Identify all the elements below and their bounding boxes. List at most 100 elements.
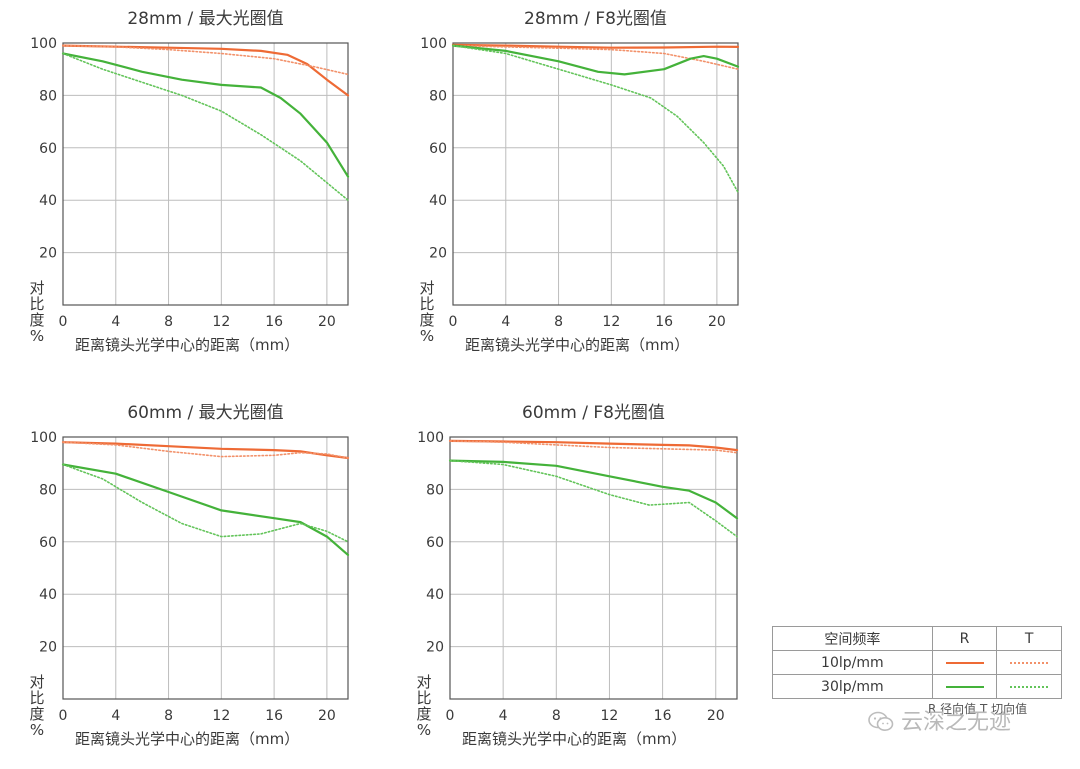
x-tick-label: 0 [449,314,458,330]
y-axis-label: 对比度% [29,673,44,739]
legend-header-frequency: 空间频率 [772,626,933,651]
x-tick-label: 0 [59,314,68,330]
x-tick-label: 12 [212,708,230,724]
y-axis-label-char: % [420,327,434,345]
series-line-green-solid [451,44,740,76]
legend-swatch-30lp-t [996,674,1062,699]
legend-swatch-10lp-r [931,650,998,675]
legend-swatch-30lp-r [931,674,998,699]
x-tick-label: 0 [446,708,455,724]
y-tick-label: 60 [429,141,447,157]
series-line-orange-solid [448,439,739,452]
y-axis-label-char: 比 [29,295,44,313]
x-tick-label: 12 [212,314,230,330]
plot-frame [449,436,738,700]
series-line-orange-dotted [62,44,349,76]
series-line-orange-solid [61,441,350,460]
y-tick-label: 80 [426,482,444,498]
x-tick-label: 16 [265,708,283,724]
x-tick-label: 8 [554,314,563,330]
chart-title: 60mm / 最大光圈值 [127,403,283,423]
y-axis-label-char: 对 [419,279,434,297]
y-axis-label-char: 对 [416,673,431,691]
y-tick-label: 40 [39,193,57,209]
legend-swatch-10lp-t [996,650,1062,675]
x-axis-label: 距离镜头光学中心的距离（mm） [465,336,689,354]
x-tick-label: 20 [318,314,336,330]
legend-row-30lp: 30lp/mm [772,674,1062,699]
chart-title: 28mm / F8光圈值 [524,9,667,29]
y-tick-label: 100 [30,36,57,52]
y-tick-label: 60 [426,535,444,551]
x-tick-label: 20 [318,708,336,724]
y-tick-label: 40 [39,587,57,603]
x-tick-label: 4 [501,314,510,330]
y-axis-label: 对比度% [419,279,434,345]
x-tick-label: 16 [265,314,283,330]
x-tick-label: 20 [707,708,725,724]
legend-header-t: T [996,626,1062,651]
y-tick-label: 40 [426,587,444,603]
y-tick-label: 20 [39,246,57,262]
x-tick-label: 4 [499,708,508,724]
series-line-green-dotted [452,44,739,194]
y-axis-label-char: 对 [29,673,44,691]
y-axis-label-char: 比 [416,689,431,707]
series-line-orange-dotted [452,44,739,70]
y-tick-label: 80 [429,88,447,104]
chart-2: 28mm / F8光圈值 20 40 60 80 100 0 4 8 12 16 20 距离镜头光学中心… [419,9,740,354]
legend-header-r: R [931,626,998,651]
y-tick-label: 80 [39,88,57,104]
y-tick-label: 20 [39,640,57,656]
x-tick-label: 12 [602,314,620,330]
series-line-green-dotted [449,459,738,538]
y-tick-label: 80 [39,482,57,498]
y-axis-label-char: 度 [29,705,44,723]
series-line-orange-solid [451,43,740,49]
series-line-green-solid [448,459,739,520]
legend-label-30lp: 30lp/mm [772,674,933,699]
series-line-orange-dotted [449,440,738,454]
chart-1: 28mm / 最大光圈值 20 40 60 80 100 0 4 8 12 16 20 距离镜头光学中心… [29,9,350,354]
x-axis-label: 距离镜头光学中心的距离（mm） [75,730,299,748]
watermark-text: 云深之无迹 [901,710,1012,735]
y-tick-label: 60 [39,141,57,157]
y-axis-label-char: 对 [29,279,44,297]
y-axis-label-char: % [417,721,431,739]
x-tick-label: 12 [601,708,619,724]
plot-frame [452,42,739,306]
x-tick-label: 8 [164,708,173,724]
legend-note: R 径向值 T 切向值 [928,702,1028,716]
legend-table: 空间频率 R T 10lp/mm 30lp/mm [772,626,1062,699]
series-line-green-dotted [62,463,349,543]
chart-3: 60mm / 最大光圈值 20 40 60 80 100 0 4 8 12 16 20 距离镜头光学中心… [29,403,350,748]
series-line-green-solid [61,52,350,178]
wechat-icon [868,711,894,733]
plot-frame [62,436,349,700]
chart-4: 60mm / F8光圈值 20 40 60 80 100 0 4 8 12 16 20 距离镜头光学中心… [416,403,739,748]
x-axis-label: 距离镜头光学中心的距离（mm） [462,730,686,748]
y-tick-label: 100 [30,430,57,446]
y-tick-label: 20 [429,246,447,262]
y-axis-label-char: 比 [419,295,434,313]
plot-frame [62,42,349,306]
x-tick-label: 16 [654,708,672,724]
y-tick-label: 40 [429,193,447,209]
series-line-orange-dotted [62,441,349,459]
y-axis-label-char: % [30,721,44,739]
legend-label-10lp: 10lp/mm [772,650,933,675]
y-tick-label: 60 [39,535,57,551]
x-axis-label: 距离镜头光学中心的距离（mm） [75,336,299,354]
y-axis-label: 对比度% [29,279,44,345]
y-axis-label: 对比度% [416,673,431,739]
y-axis-label-char: 度 [416,705,431,723]
watermark: 云深之无迹 [868,704,1011,736]
legend-row-10lp: 10lp/mm [772,650,1062,675]
x-tick-label: 8 [552,708,561,724]
chart-title: 28mm / 最大光圈值 [127,9,283,29]
y-tick-label: 100 [417,430,444,446]
x-tick-label: 0 [59,708,68,724]
x-tick-label: 4 [111,314,120,330]
x-tick-label: 20 [708,314,726,330]
